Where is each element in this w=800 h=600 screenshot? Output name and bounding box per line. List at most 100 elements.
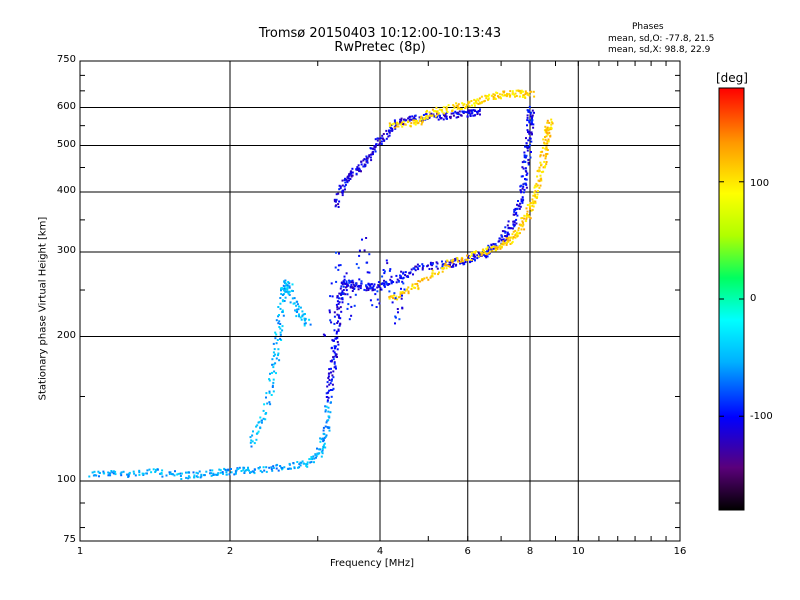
data-point — [102, 470, 105, 473]
data-point — [514, 234, 517, 237]
data-point — [452, 104, 455, 107]
data-point — [431, 269, 434, 272]
data-point — [343, 282, 346, 285]
data-point — [409, 125, 412, 128]
data-point — [304, 322, 307, 325]
data-point — [550, 118, 553, 121]
data-point — [458, 110, 461, 113]
data-point — [370, 153, 373, 156]
data-point — [391, 123, 394, 126]
data-point — [337, 329, 340, 332]
data-point — [386, 262, 389, 265]
data-point — [264, 418, 267, 421]
data-point — [454, 259, 457, 262]
data-point — [498, 237, 501, 240]
data-point — [396, 121, 398, 124]
data-point — [397, 122, 400, 125]
data-point — [472, 109, 475, 111]
data-point — [291, 283, 294, 286]
data-point — [520, 175, 523, 178]
data-point — [299, 464, 302, 467]
data-point — [335, 193, 338, 196]
data-point — [528, 203, 531, 206]
data-point — [480, 254, 483, 257]
data-point — [411, 285, 414, 288]
data-point — [528, 131, 531, 134]
data-point — [180, 472, 183, 475]
data-point — [342, 280, 345, 283]
data-point — [257, 421, 260, 424]
data-point — [510, 242, 513, 245]
data-point — [544, 138, 547, 141]
data-point — [500, 245, 503, 248]
data-point — [378, 137, 381, 140]
data-point — [188, 476, 191, 479]
data-point — [492, 247, 495, 250]
data-point — [385, 281, 388, 284]
data-point — [468, 105, 471, 108]
data-point — [477, 255, 480, 258]
data-point — [546, 153, 549, 155]
data-point — [290, 467, 292, 470]
data-point — [296, 308, 299, 311]
data-point — [458, 113, 461, 116]
data-point — [148, 468, 151, 471]
data-point — [549, 134, 552, 137]
data-point — [520, 90, 523, 93]
data-point — [528, 110, 531, 113]
data-point — [259, 427, 262, 430]
data-point — [506, 92, 508, 95]
data-point — [333, 347, 336, 350]
data-point — [268, 390, 271, 393]
data-point — [376, 286, 379, 289]
data-point — [277, 469, 280, 472]
data-point — [279, 307, 282, 310]
data-point — [494, 247, 497, 250]
data-point — [415, 120, 418, 122]
data-point — [176, 473, 179, 476]
data-point — [473, 258, 476, 261]
data-point — [436, 113, 439, 116]
data-point — [264, 412, 267, 415]
data-point — [521, 217, 524, 219]
data-point — [319, 448, 322, 451]
data-point — [442, 118, 445, 121]
data-point — [526, 109, 529, 112]
data-point — [535, 197, 538, 199]
data-point — [401, 307, 404, 310]
data-point — [419, 280, 422, 283]
data-point — [365, 261, 368, 264]
data-point — [321, 449, 324, 452]
data-point — [329, 295, 332, 298]
data-point — [479, 108, 481, 111]
data-point — [476, 98, 479, 101]
data-point — [251, 434, 254, 437]
data-point — [538, 186, 541, 189]
data-point — [389, 268, 392, 271]
data-point — [271, 384, 274, 387]
data-point — [455, 263, 458, 266]
data-point — [341, 298, 344, 301]
data-point — [393, 126, 396, 129]
data-point — [110, 470, 113, 472]
data-point — [512, 213, 515, 216]
data-point — [526, 204, 529, 206]
data-point — [344, 188, 346, 191]
data-point — [463, 263, 466, 265]
data-point — [385, 259, 388, 262]
data-point — [333, 311, 336, 314]
data-point — [336, 356, 338, 358]
data-point — [522, 191, 525, 194]
data-point — [302, 313, 305, 316]
data-point — [338, 184, 341, 187]
data-point — [288, 282, 291, 285]
data-point — [507, 236, 510, 239]
data-point — [277, 352, 280, 355]
data-point — [271, 371, 273, 374]
data-point — [280, 339, 283, 341]
data-point — [529, 137, 532, 140]
data-point — [531, 208, 534, 211]
data-point — [377, 285, 380, 288]
trace-ground-o — [88, 400, 332, 480]
data-point — [447, 104, 450, 107]
